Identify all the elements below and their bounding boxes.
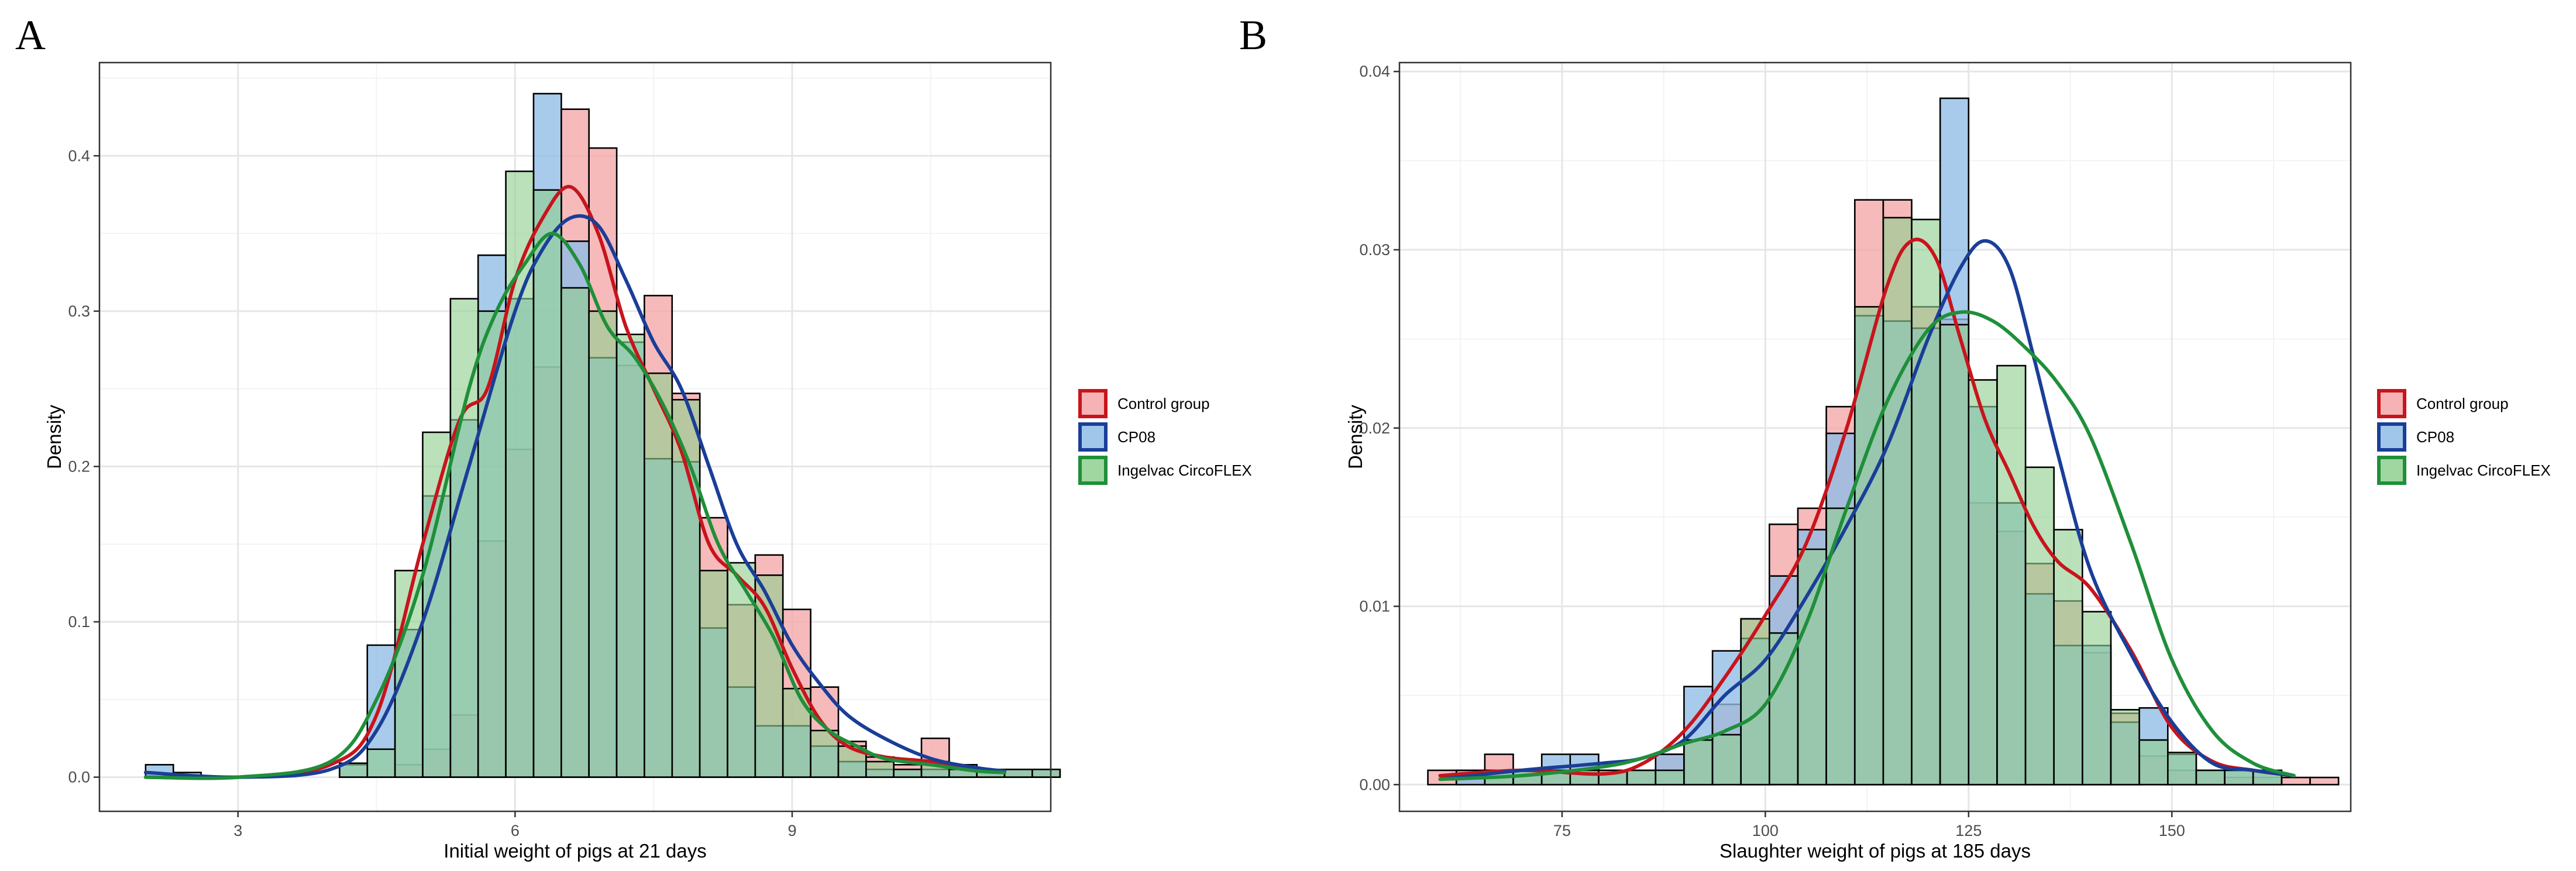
bar-circoflex — [893, 769, 923, 778]
bar-circoflex — [1911, 218, 1941, 786]
legend-key-control — [2377, 389, 2406, 418]
legend-key-circoflex — [2377, 456, 2406, 485]
y-tick-label: 0.4 — [68, 147, 90, 164]
legend-label-control: Control group — [2416, 395, 2509, 412]
legend-label-circoflex: Ingelvac CircoFLEX — [1117, 462, 1252, 479]
y-tick-label: 0.04 — [1359, 63, 1390, 80]
bar-circoflex — [2167, 752, 2197, 786]
bar-circoflex — [366, 748, 396, 778]
bar-circoflex — [1626, 769, 1657, 786]
density-line-circoflex — [1438, 310, 2296, 782]
bar-circoflex — [1769, 632, 1799, 786]
axis-ticks: 3 6 9 0.0 0.1 0.2 0.3 0.4 — [68, 147, 796, 839]
bar-circoflex — [699, 570, 728, 778]
bar-circoflex — [865, 760, 895, 778]
y-tick-label: 0.0 — [68, 769, 90, 786]
histogram-bars — [1427, 97, 2340, 786]
bar-circoflex — [1939, 323, 1970, 786]
bar-circoflex — [2053, 529, 2083, 786]
legend-label-cp08: CP08 — [1117, 428, 1155, 446]
legend: Control group CP08 Ingelvac CircoFLEX — [1078, 389, 1252, 485]
bar-circoflex — [2110, 709, 2140, 786]
x-tick-label: 3 — [233, 822, 242, 839]
bar-control — [2309, 776, 2340, 786]
y-axis-title: Density — [43, 404, 65, 469]
bar-circoflex — [1996, 364, 2027, 786]
x-tick-label: 6 — [511, 822, 520, 839]
density-curves — [1438, 237, 2296, 782]
density-line-cp08 — [143, 214, 1007, 779]
y-tick-label: 0.02 — [1359, 419, 1390, 437]
panel-a: A 3 6 9 0.0 0.1 0.2 0.3 0.4 Initial weight of p… — [15, 12, 1252, 862]
bar-circoflex — [615, 333, 645, 778]
bar-circoflex — [1711, 734, 1742, 786]
bar-circoflex — [588, 310, 618, 778]
legend-key-circoflex — [1078, 456, 1108, 485]
bar-circoflex — [2082, 611, 2112, 786]
bar-circoflex — [1031, 769, 1061, 778]
bar-circoflex — [1655, 769, 1685, 786]
y-tick-label: 0.03 — [1359, 241, 1390, 259]
x-axis-title: Slaughter weight of pigs at 185 days — [1719, 840, 2031, 862]
legend-key-cp08 — [2377, 422, 2406, 452]
density-line-circoflex — [143, 232, 1007, 780]
bar-circoflex — [532, 189, 562, 778]
legend-key-control — [1078, 389, 1108, 418]
x-tick-label: 100 — [1752, 822, 1779, 839]
plot-frame — [1398, 61, 2352, 813]
y-tick-label: 0.3 — [68, 302, 90, 320]
bar-circoflex — [2224, 769, 2254, 786]
density-curves — [143, 185, 1007, 780]
bar-circoflex — [644, 372, 673, 778]
bar-circoflex — [754, 574, 784, 778]
plot-frame — [98, 61, 1052, 813]
bar-circoflex — [727, 562, 756, 778]
y-tick-label: 0.1 — [68, 613, 90, 631]
x-tick-label: 9 — [787, 822, 796, 839]
bar-circoflex — [1968, 379, 1998, 786]
x-tick-label: 150 — [2159, 822, 2185, 839]
panel-label: A — [15, 12, 46, 58]
panel-label: B — [1239, 12, 1267, 58]
legend-label-cp08: CP08 — [2416, 428, 2454, 446]
bar-circoflex — [1882, 216, 1913, 786]
legend: Control group CP08 Ingelvac CircoFLEX — [2377, 389, 2551, 485]
y-tick-label: 0.00 — [1359, 776, 1390, 793]
y-tick-label: 0.2 — [68, 457, 90, 475]
bar-circoflex — [2138, 739, 2169, 786]
y-tick-label: 0.01 — [1359, 598, 1390, 615]
legend-label-control: Control group — [1117, 395, 1210, 412]
y-axis-title: Density — [1344, 404, 1366, 469]
legend-key-cp08 — [1078, 422, 1108, 452]
bar-circoflex — [1683, 739, 1714, 786]
axis-ticks: 75 100 125 150 0.00 0.01 0.02 0.03 0.04 — [1359, 63, 2185, 839]
x-tick-label: 75 — [1553, 822, 1571, 839]
panel-b: B 75 100 125 150 0.00 0.01 0.02 0.03 0.04 Slaugh… — [1239, 12, 2551, 862]
bar-circoflex — [560, 287, 590, 778]
bar-circoflex — [810, 729, 840, 778]
x-axis-title: Initial weight of pigs at 21 days — [443, 840, 706, 862]
bar-circoflex — [782, 687, 811, 778]
legend-label-circoflex: Ingelvac CircoFLEX — [2416, 462, 2551, 479]
bar-circoflex — [1003, 769, 1033, 778]
bar-control — [2281, 776, 2311, 786]
bar-circoflex — [2195, 769, 2226, 786]
x-tick-label: 125 — [1955, 822, 1982, 839]
